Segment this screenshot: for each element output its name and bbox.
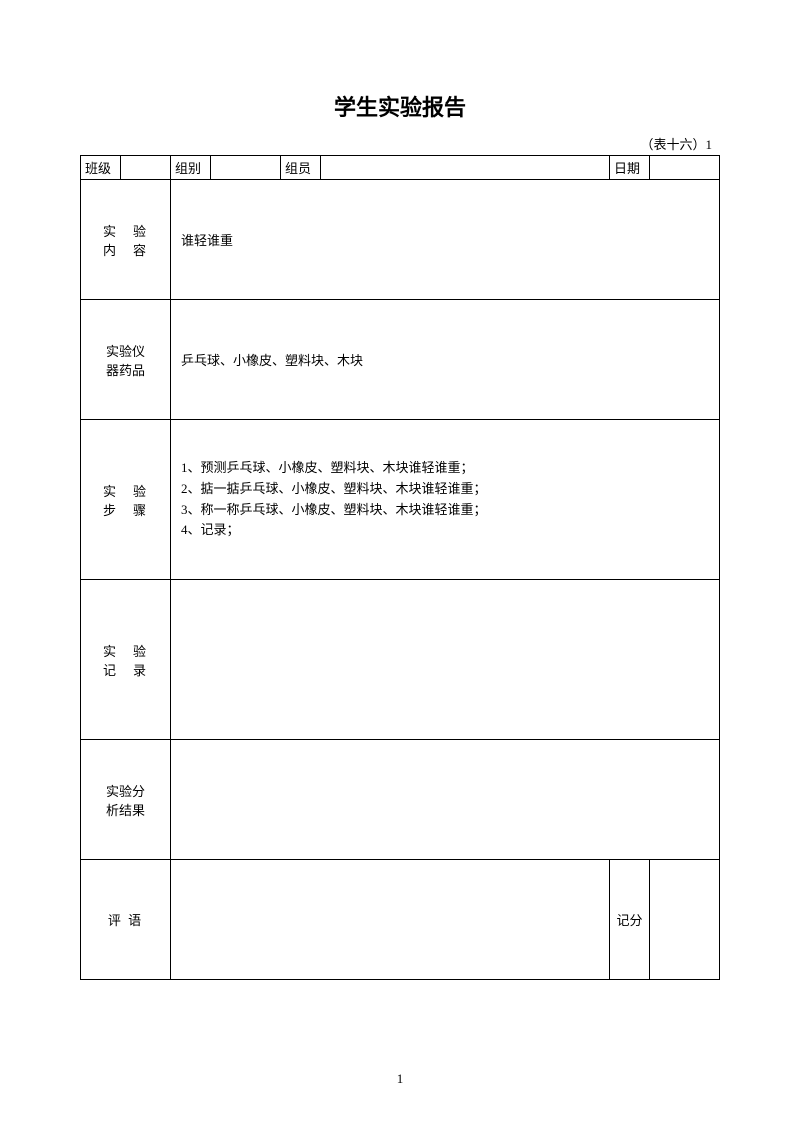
report-title: 学生实验报告 (80, 90, 720, 122)
analysis-row: 实验分 析结果 (81, 740, 720, 860)
record-row: 实 验 记 录 (81, 580, 720, 740)
comment-label: 评 语 (81, 860, 171, 980)
date-label: 日期 (610, 156, 650, 180)
member-label: 组员 (281, 156, 321, 180)
content-value[interactable]: 谁轻谁重 (171, 180, 720, 300)
score-label: 记分 (610, 860, 650, 980)
steps-value[interactable]: 1、预测乒乓球、小橡皮、塑料块、木块谁轻谁重； 2、掂一掂乒乓球、小橡皮、塑料块… (171, 420, 720, 580)
member-value[interactable] (321, 156, 610, 180)
class-label: 班级 (81, 156, 121, 180)
step-4: 4、记录； (181, 520, 709, 541)
group-value[interactable] (211, 156, 281, 180)
analysis-value[interactable] (171, 740, 720, 860)
date-value[interactable] (650, 156, 720, 180)
equipment-row: 实验仪 器药品 乒乓球、小橡皮、塑料块、木块 (81, 300, 720, 420)
steps-row: 实 验 步 骤 1、预测乒乓球、小橡皮、塑料块、木块谁轻谁重； 2、掂一掂乒乓球… (81, 420, 720, 580)
analysis-label: 实验分 析结果 (81, 740, 171, 860)
step-1: 1、预测乒乓球、小橡皮、塑料块、木块谁轻谁重； (181, 458, 709, 479)
comment-row: 评 语 记分 (81, 860, 720, 980)
equipment-value[interactable]: 乒乓球、小橡皮、塑料块、木块 (171, 300, 720, 420)
record-value[interactable] (171, 580, 720, 740)
content-label: 实 验 内 容 (81, 180, 171, 300)
step-2: 2、掂一掂乒乓球、小橡皮、塑料块、木块谁轻谁重； (181, 479, 709, 500)
class-value[interactable] (121, 156, 171, 180)
equipment-label: 实验仪 器药品 (81, 300, 171, 420)
form-number: （表十六）1 (80, 134, 720, 153)
report-table: 班级 组别 组员 日期 实 验 内 容 谁轻谁重 实验仪 器药品 乒乓球、小橡皮… (80, 155, 720, 980)
page-number: 1 (0, 1071, 800, 1087)
header-row: 班级 组别 组员 日期 (81, 156, 720, 180)
steps-label: 实 验 步 骤 (81, 420, 171, 580)
comment-value[interactable] (171, 860, 610, 980)
step-3: 3、称一称乒乓球、小橡皮、塑料块、木块谁轻谁重； (181, 500, 709, 521)
group-label: 组别 (171, 156, 211, 180)
score-value[interactable] (650, 860, 720, 980)
record-label: 实 验 记 录 (81, 580, 171, 740)
content-row: 实 验 内 容 谁轻谁重 (81, 180, 720, 300)
